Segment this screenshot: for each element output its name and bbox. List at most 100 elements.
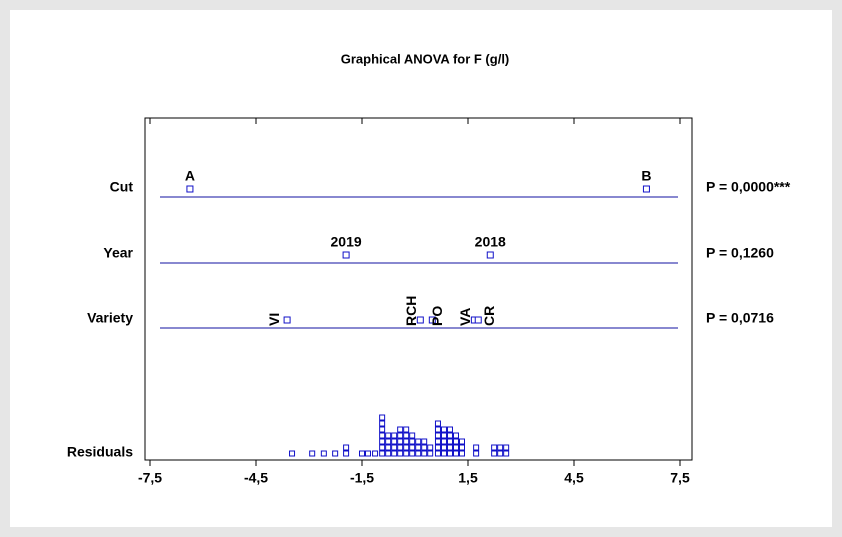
residual-point bbox=[379, 432, 386, 439]
x-tick-label: 7,5 bbox=[670, 470, 690, 486]
chart-title: Graphical ANOVA for F (g/l) bbox=[341, 51, 510, 66]
point bbox=[283, 316, 291, 324]
residual-point bbox=[365, 450, 372, 457]
residual-point bbox=[403, 426, 410, 433]
residual-point bbox=[403, 438, 410, 445]
point bbox=[486, 251, 494, 259]
residual-point bbox=[440, 450, 447, 457]
point-label: VA bbox=[457, 308, 473, 326]
residual-point bbox=[403, 444, 410, 451]
row-label: Cut bbox=[110, 179, 134, 195]
residual-point bbox=[332, 450, 339, 457]
residual-point bbox=[503, 450, 510, 457]
residual-point bbox=[497, 444, 504, 451]
point bbox=[186, 185, 194, 193]
residual-point bbox=[391, 438, 398, 445]
row-label: Variety bbox=[87, 310, 133, 326]
point bbox=[416, 316, 424, 324]
residual-point bbox=[379, 420, 386, 427]
row-label: Residuals bbox=[67, 444, 133, 460]
residual-point bbox=[397, 432, 404, 439]
residual-point bbox=[397, 444, 404, 451]
point-label: A bbox=[185, 168, 195, 184]
residual-point bbox=[397, 426, 404, 433]
point-label: 2019 bbox=[331, 234, 362, 250]
residual-point bbox=[446, 432, 453, 439]
residual-point bbox=[385, 444, 392, 451]
residual-point bbox=[379, 444, 386, 451]
residual-point bbox=[409, 450, 416, 457]
residual-point bbox=[491, 444, 498, 451]
point-label: 2018 bbox=[475, 234, 506, 250]
residual-point bbox=[379, 438, 386, 445]
row-label: Year bbox=[103, 245, 133, 261]
residual-point bbox=[434, 432, 441, 439]
point bbox=[428, 316, 436, 324]
residual-point bbox=[458, 444, 465, 451]
residual-point bbox=[391, 450, 398, 457]
residual-point bbox=[452, 444, 459, 451]
residual-point bbox=[309, 450, 316, 457]
residual-point bbox=[473, 450, 480, 457]
residual-point bbox=[440, 444, 447, 451]
residual-point bbox=[379, 450, 386, 457]
residual-point bbox=[415, 444, 422, 451]
residual-point bbox=[473, 444, 480, 451]
residual-point bbox=[446, 450, 453, 457]
point-label: B bbox=[641, 168, 651, 184]
residual-point bbox=[497, 450, 504, 457]
residual-point bbox=[458, 450, 465, 457]
residual-point bbox=[403, 432, 410, 439]
residual-point bbox=[409, 432, 416, 439]
residual-point bbox=[391, 444, 398, 451]
p-value: P = 0,1260 bbox=[706, 245, 774, 261]
point bbox=[342, 251, 350, 259]
residual-point bbox=[446, 426, 453, 433]
residual-point bbox=[385, 438, 392, 445]
residual-point bbox=[452, 450, 459, 457]
residual-point bbox=[434, 420, 441, 427]
residual-point bbox=[440, 438, 447, 445]
point bbox=[642, 185, 650, 193]
residual-point bbox=[452, 432, 459, 439]
residual-point bbox=[409, 444, 416, 451]
point bbox=[474, 316, 482, 324]
residual-point bbox=[458, 438, 465, 445]
residual-point bbox=[409, 438, 416, 445]
residual-point bbox=[452, 438, 459, 445]
residual-point bbox=[397, 450, 404, 457]
residual-point bbox=[427, 444, 434, 451]
p-value: P = 0,0000*** bbox=[706, 179, 791, 195]
p-value: P = 0,0716 bbox=[706, 310, 774, 326]
residual-point bbox=[372, 450, 379, 457]
x-tick-label: 1,5 bbox=[458, 470, 478, 486]
residual-point bbox=[491, 450, 498, 457]
residual-point bbox=[446, 444, 453, 451]
point-label: CR bbox=[481, 306, 497, 326]
residual-point bbox=[403, 450, 410, 457]
residual-point bbox=[391, 432, 398, 439]
residual-point bbox=[289, 450, 296, 457]
residual-point bbox=[421, 450, 428, 457]
residual-point bbox=[415, 438, 422, 445]
residual-point bbox=[503, 444, 510, 451]
point-label: VI bbox=[266, 313, 282, 326]
residual-point bbox=[440, 432, 447, 439]
residual-point bbox=[385, 450, 392, 457]
x-tick-label: 4,5 bbox=[564, 470, 584, 486]
residual-point bbox=[446, 438, 453, 445]
residual-point bbox=[421, 444, 428, 451]
residual-point bbox=[440, 426, 447, 433]
residual-point bbox=[320, 450, 327, 457]
residual-point bbox=[397, 438, 404, 445]
residual-point bbox=[434, 444, 441, 451]
x-tick-label: -4,5 bbox=[244, 470, 268, 486]
point-label: PO bbox=[429, 306, 445, 326]
residual-point bbox=[415, 450, 422, 457]
residual-point bbox=[359, 450, 365, 457]
residual-point bbox=[434, 426, 441, 433]
residual-point bbox=[434, 450, 441, 457]
x-tick-label: -7,5 bbox=[138, 470, 162, 486]
x-tick-label: -1,5 bbox=[350, 470, 374, 486]
